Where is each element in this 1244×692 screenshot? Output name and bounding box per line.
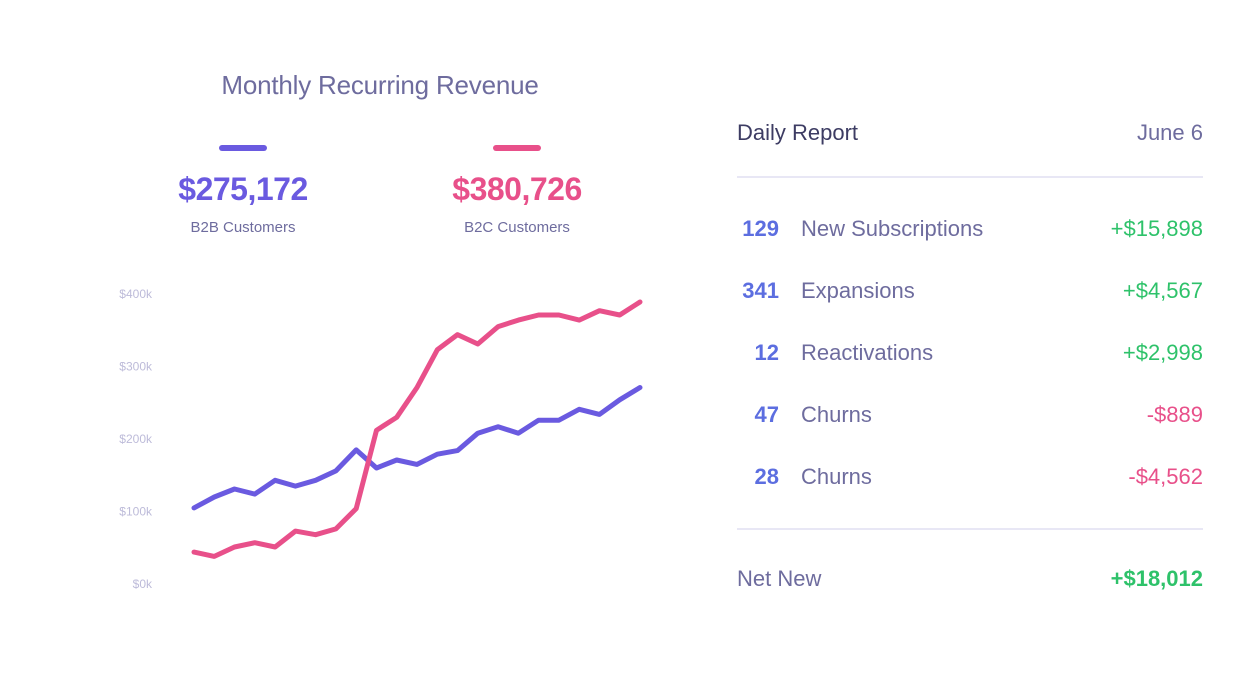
divider xyxy=(737,528,1203,530)
row-count: 28 xyxy=(754,464,779,489)
b2c-label: B2C Customers xyxy=(464,219,570,236)
row-name: Churns xyxy=(801,464,872,489)
b2b-value: $275,172 xyxy=(178,171,308,207)
b2b-legend-swatch xyxy=(219,145,267,151)
chart-title: Monthly Recurring Revenue xyxy=(221,70,539,100)
mrr-line-chart: $0k $100k $200k $300k $400k xyxy=(119,287,643,591)
net-new-amount: +$18,012 xyxy=(1110,566,1203,591)
divider xyxy=(737,176,1203,178)
b2c-legend-swatch xyxy=(493,145,541,151)
row-amount: +$2,998 xyxy=(1122,340,1203,365)
row-amount: +$4,567 xyxy=(1122,278,1203,303)
report-row: 12 Reactivations +$2,998 xyxy=(737,322,1203,384)
b2c-value: $380,726 xyxy=(452,171,582,207)
report-row: 341 Expansions +$4,567 xyxy=(737,260,1203,322)
report-row: 28 Churns -$4,562 xyxy=(737,446,1203,508)
y-tick-label: $400k xyxy=(119,287,153,301)
report-rows: 129 New Subscriptions +$15,898 341 Expan… xyxy=(737,198,1203,508)
b2c-summary: $380,726 B2C Customers xyxy=(407,145,627,236)
net-new-label: Net New xyxy=(737,566,822,591)
b2b-summary: $275,172 B2B Customers xyxy=(133,145,353,236)
row-name: Expansions xyxy=(801,278,915,303)
row-name: Reactivations xyxy=(801,340,934,365)
b2b-series-line xyxy=(191,385,643,511)
y-tick-label: $200k xyxy=(119,432,153,446)
row-name: New Subscriptions xyxy=(801,216,984,241)
report-header: Daily Report June 6 xyxy=(737,110,1203,156)
b2c-series-line xyxy=(191,299,643,559)
report-row: 129 New Subscriptions +$15,898 xyxy=(737,198,1203,260)
y-tick-label: $0k xyxy=(133,577,153,591)
row-count: 341 xyxy=(742,278,779,303)
net-new-row: Net New +$18,012 xyxy=(737,554,1203,604)
row-amount: -$4,562 xyxy=(1128,464,1203,489)
row-count: 12 xyxy=(754,340,779,365)
y-tick-label: $100k xyxy=(119,505,153,519)
row-count: 129 xyxy=(742,216,779,241)
row-amount: -$889 xyxy=(1146,402,1203,427)
row-count: 47 xyxy=(754,402,779,427)
report-title: Daily Report xyxy=(737,120,859,145)
report-row: 47 Churns -$889 xyxy=(737,384,1203,446)
row-amount: +$15,898 xyxy=(1110,216,1203,241)
daily-report-panel: Daily Report June 6 129 New Subscription… xyxy=(737,110,1203,604)
report-date: June 6 xyxy=(1136,120,1203,145)
b2b-label: B2B Customers xyxy=(190,219,296,236)
row-name: Churns xyxy=(801,402,872,427)
y-tick-label: $300k xyxy=(119,360,153,374)
